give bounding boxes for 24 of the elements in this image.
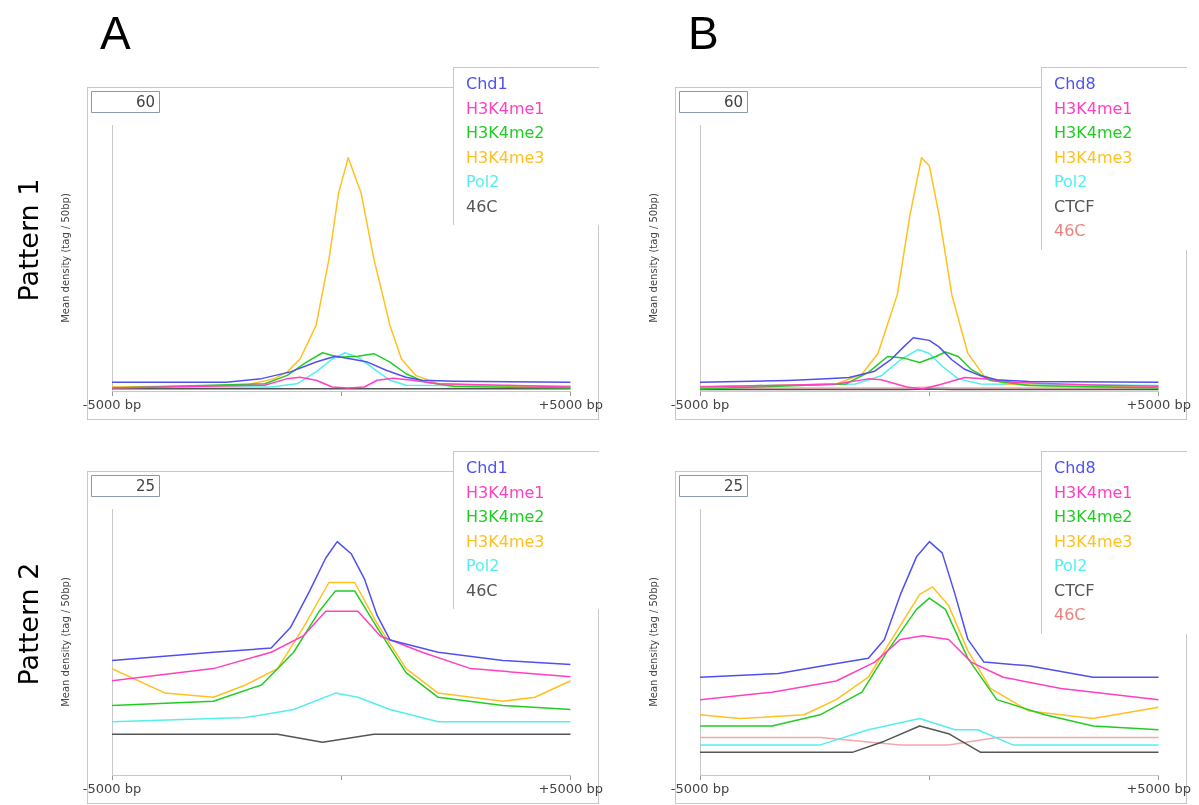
x-tick-label: +5000 bp — [1126, 781, 1192, 797]
text: Pattern 1 — [12, 178, 44, 302]
legend-panel: Chd8 H3K4me1 H3K4me2 H3K4me3 Pol2 CTCF 46C — [1041, 451, 1187, 634]
text: 60 — [135, 92, 155, 111]
x-tick-label: +5000 bp — [538, 781, 604, 797]
chart-title: B — [688, 7, 719, 59]
text: Pattern 2 — [12, 562, 44, 686]
y-axis-title: Mean density (tag / 50bp) — [647, 577, 659, 707]
x-tick-label: +5000 bp — [1126, 397, 1192, 413]
text: 60 — [723, 92, 743, 111]
legend-panel: Chd1 H3K4me1 H3K4me2 H3K4me3 Pol2 46C — [453, 451, 599, 609]
legend-panel: Chd8 H3K4me1 H3K4me2 H3K4me3 Pol2 CTCF 46C — [1041, 67, 1187, 250]
text: 25 — [723, 476, 743, 495]
x-tick-label: -5000 bp — [670, 781, 730, 797]
y-axis-title: Mean density (tag / 50bp) — [59, 577, 71, 707]
y-axis-title: Mean density (tag / 50bp) — [647, 193, 659, 323]
legend-panel: Chd1 H3K4me1 H3K4me2 H3K4me3 Pol2 46C — [453, 67, 599, 225]
text: 25 — [135, 476, 155, 495]
y-axis-title: Mean density (tag / 50bp) — [59, 193, 71, 323]
x-tick-label: -5000 bp — [82, 397, 142, 413]
x-tick-label: -5000 bp — [82, 781, 142, 797]
chart-title: A — [100, 7, 131, 59]
x-tick-label: -5000 bp — [670, 397, 730, 413]
x-tick-label: +5000 bp — [538, 397, 604, 413]
